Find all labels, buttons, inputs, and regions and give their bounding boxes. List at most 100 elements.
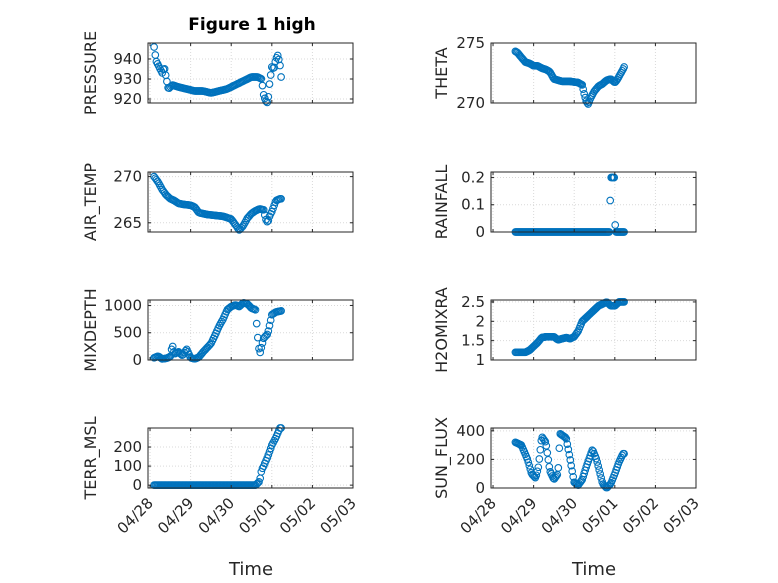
data-point <box>264 451 273 459</box>
x-axis-label-right: Time <box>571 559 616 580</box>
data-point <box>620 298 628 306</box>
y-tick-label: 0 <box>475 479 485 497</box>
y-axis-label: PRESSURE <box>81 31 100 115</box>
data-point <box>529 471 538 480</box>
data-point <box>256 348 265 357</box>
data-point <box>593 458 602 466</box>
data-point <box>265 80 274 88</box>
data-point <box>545 462 554 471</box>
y-tick-label: 2.5 <box>461 293 485 311</box>
data-point <box>263 330 272 339</box>
y-axis-label: THETA <box>432 47 451 99</box>
data-point <box>523 455 532 463</box>
axes-box <box>147 299 354 361</box>
data-point <box>266 71 275 79</box>
data-point <box>561 433 570 442</box>
data-point <box>259 205 268 214</box>
data-point <box>262 331 270 340</box>
data-point <box>277 73 285 81</box>
y-tick-label: 1000 <box>104 296 142 314</box>
x-tick-label: 04/30 <box>538 494 581 537</box>
data-point <box>541 437 550 446</box>
x-tick-label: 04/30 <box>195 494 238 537</box>
data-point <box>554 464 563 472</box>
x-tick-label: 05/01 <box>578 494 621 537</box>
y-tick-label: 270 <box>113 168 142 186</box>
data-point <box>265 321 274 330</box>
data-point <box>263 98 272 107</box>
y-tick-label: 930 <box>113 70 142 88</box>
data-point <box>580 90 589 98</box>
axes-box <box>490 299 697 361</box>
data-point <box>264 327 273 335</box>
data-point <box>596 470 605 478</box>
data-point <box>592 454 601 463</box>
data-point <box>217 317 226 326</box>
data-point <box>524 458 533 467</box>
axes-background <box>148 43 353 103</box>
data-point <box>258 81 267 90</box>
axes-box <box>490 427 697 489</box>
data-point <box>606 196 615 205</box>
data-point <box>257 343 266 352</box>
data-point <box>532 471 541 480</box>
data-point <box>206 340 214 349</box>
y-tick-label: 0.2 <box>461 168 485 186</box>
subplot-2: 270 275 THETA <box>432 34 697 112</box>
y-tick-label: 1.5 <box>461 332 485 350</box>
data-point <box>262 97 270 106</box>
y-tick-label: 275 <box>456 34 485 52</box>
y-tick-label: 2 <box>475 312 485 330</box>
y-tick-label: 940 <box>113 50 142 68</box>
data-point <box>255 478 263 486</box>
data-point <box>537 436 546 445</box>
data-point <box>610 173 619 182</box>
data-point <box>273 51 282 60</box>
x-tick-label: 04/28 <box>114 494 157 537</box>
data-point <box>270 201 279 210</box>
x-tick-label: 04/28 <box>457 494 500 537</box>
data-point <box>252 319 261 328</box>
subplot-4: 0 0.1 0.2 RAINFALL <box>432 165 697 241</box>
data-point <box>276 61 284 70</box>
axes-box <box>490 42 697 104</box>
data-point <box>618 451 627 460</box>
y-tick-label: 0.1 <box>461 196 485 214</box>
axes-background <box>148 428 353 488</box>
data-point <box>568 467 577 476</box>
y-tick-label: 500 <box>113 324 142 342</box>
data-point <box>259 90 268 99</box>
y-axis-label: TERR_MSL <box>81 416 101 500</box>
data-point <box>573 328 582 337</box>
data-point <box>620 63 628 71</box>
data-point <box>153 177 162 186</box>
y-tick-label: 265 <box>113 214 142 232</box>
y-tick-label: 200 <box>113 438 142 456</box>
data-point <box>566 456 575 464</box>
data-point <box>579 85 588 94</box>
y-tick-label: 200 <box>456 450 485 468</box>
subplot-1: 920 930 940 PRESSURE <box>81 31 354 115</box>
x-tick-label: 05/03 <box>660 494 703 537</box>
data-point <box>277 307 285 315</box>
y-tick-label: 1 <box>475 351 485 369</box>
y-axis-label: AIR_TEMP <box>81 163 101 241</box>
x-tick-label: 05/02 <box>619 494 662 537</box>
data-point <box>264 92 273 101</box>
data-point <box>525 461 534 470</box>
data-point <box>564 445 573 454</box>
data-point <box>264 216 273 225</box>
data-point <box>533 467 542 476</box>
data-point <box>562 434 571 443</box>
axes-box <box>147 171 354 233</box>
data-point <box>165 353 174 362</box>
subplot-grid: 920 930 940 PRESSURE 270 275 THETA 265 270 AIR_TE… <box>81 31 703 537</box>
y-tick-label: 400 <box>456 422 485 440</box>
y-tick-label: 0 <box>132 351 142 369</box>
subplot-6: 11.5 22.5 H2OMIXRA <box>432 287 697 373</box>
y-tick-label: 920 <box>113 90 142 108</box>
y-tick-label: 100 <box>113 457 142 475</box>
